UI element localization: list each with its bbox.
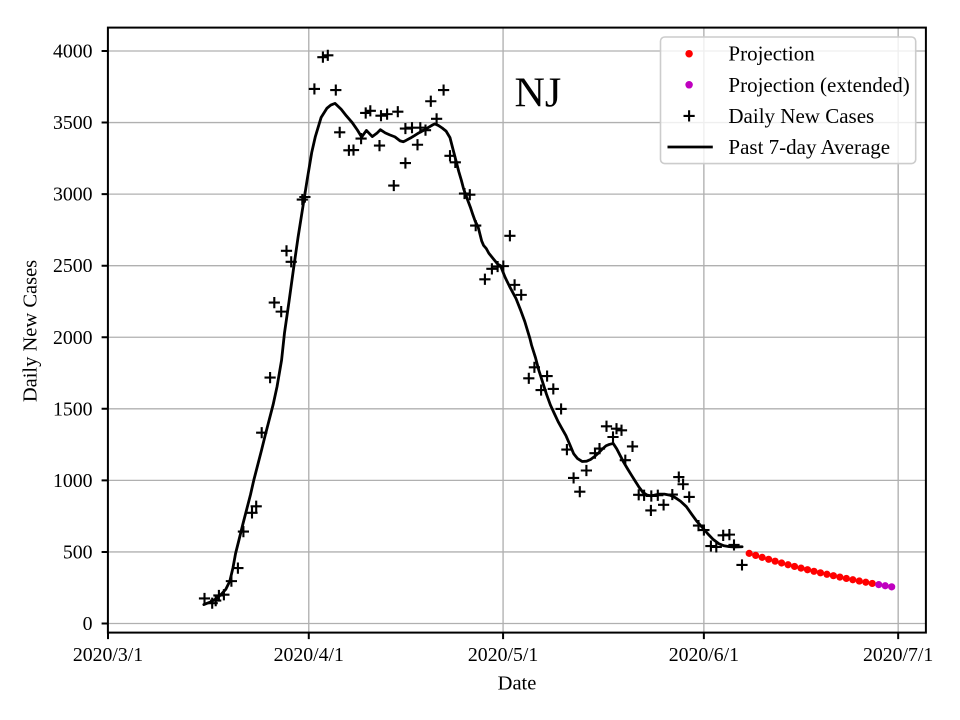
svg-text:0: 0 [83, 613, 93, 635]
svg-text:Daily New Cases: Daily New Cases [20, 260, 42, 402]
svg-text:Past 7-day Average: Past 7-day Average [728, 135, 890, 159]
svg-text:2020/5/1: 2020/5/1 [468, 644, 538, 666]
svg-text:Projection (extended): Projection (extended) [728, 73, 909, 97]
svg-text:1000: 1000 [53, 470, 93, 492]
svg-text:4000: 4000 [53, 41, 93, 63]
svg-text:3000: 3000 [53, 184, 93, 206]
svg-text:2020/7/1: 2020/7/1 [863, 644, 933, 666]
svg-text:2020/4/1: 2020/4/1 [274, 644, 344, 666]
svg-text:2020/3/1: 2020/3/1 [73, 644, 143, 666]
svg-text:2020/6/1: 2020/6/1 [669, 644, 739, 666]
svg-text:Projection: Projection [728, 42, 815, 66]
svg-text:Date: Date [498, 673, 537, 695]
svg-text:Daily New Cases: Daily New Cases [728, 104, 874, 128]
svg-text:2000: 2000 [53, 327, 93, 349]
svg-text:3500: 3500 [53, 112, 93, 134]
svg-text:NJ: NJ [515, 71, 562, 117]
svg-text:1500: 1500 [53, 398, 93, 420]
svg-text:500: 500 [63, 541, 93, 563]
svg-text:2500: 2500 [53, 255, 93, 277]
